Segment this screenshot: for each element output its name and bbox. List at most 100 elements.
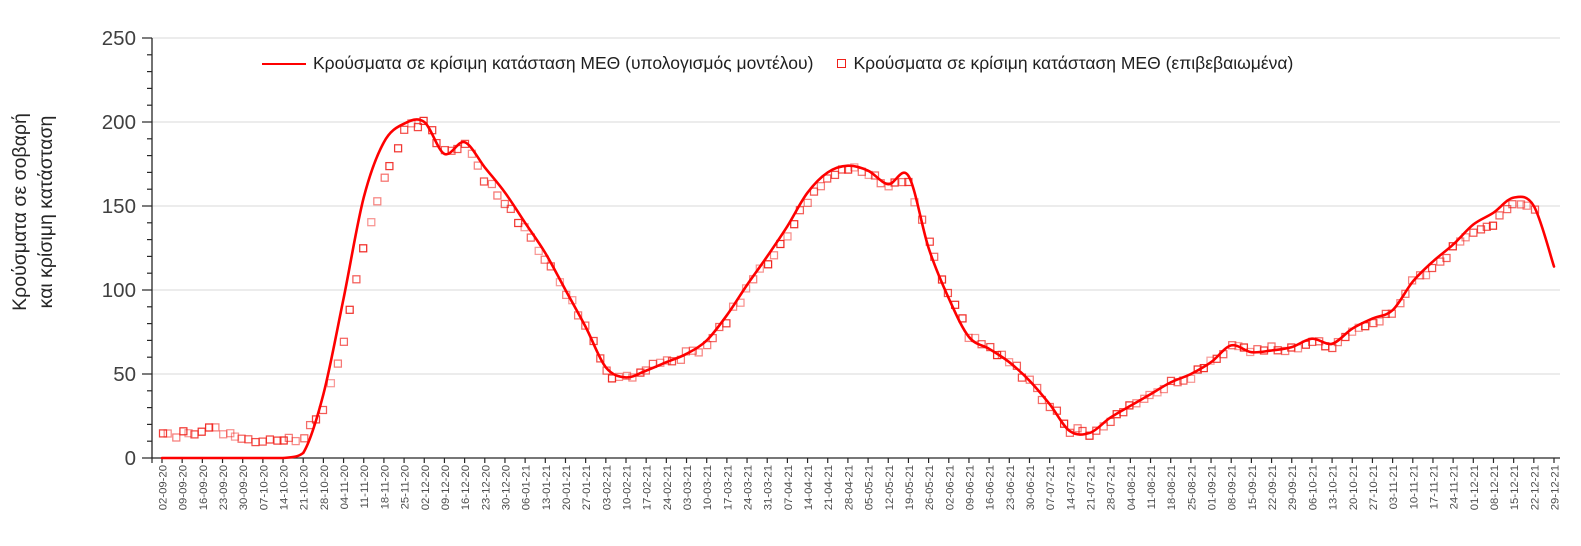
confirmed-marker [694,348,703,357]
x-tick-label-23-12-20: 23-12-20 [480,465,492,510]
x-tick-label-30-09-20: 30-09-20 [238,465,250,510]
legend-label-confirmed: Κρούσματα σε κρίσιμη κατάσταση ΜΕΘ (επιβ… [853,53,1294,73]
confirmed-marker [1073,424,1082,433]
x-tick-label-17-03-21: 17-03-21 [722,465,734,510]
y-tick-label-0: 0 [125,447,136,470]
x-tick-label-13-10-21: 13-10-21 [1328,465,1340,510]
x-tick-label-22-12-21: 22-12-21 [1529,465,1541,510]
x-tick-label-18-08-21: 18-08-21 [1166,465,1178,510]
confirmed-marker [898,177,907,187]
confirmed-marker [1476,225,1486,234]
y-tick-label-250: 250 [102,27,136,50]
confirmed-marker [345,305,354,314]
legend-item-confirmed: Κρούσματα σε κρίσιμη κατάσταση ΜΕΘ (επιβ… [837,53,1293,74]
confirmed-marker [514,218,523,228]
confirmed-marker [487,179,497,189]
confirmed-marker [447,146,456,155]
confirmed-marker [179,427,188,436]
confirmed-marker [284,433,293,443]
y-tick-label-100: 100 [102,279,136,302]
x-tick-label-30-12-20: 30-12-20 [500,465,512,510]
x-tick-label-26-05-21: 26-05-21 [924,465,936,510]
confirmed-marker [1442,253,1451,263]
x-tick-label-10-03-21: 10-03-21 [702,465,714,510]
x-tick-label-21-07-21: 21-07-21 [1086,465,1098,510]
x-tick-label-10-02-21: 10-02-21 [622,465,634,510]
x-tick-label-21-10-20: 21-10-20 [299,465,311,510]
confirmed-marker [534,246,543,256]
x-tick-label-03-11-21: 03-11-21 [1388,465,1400,509]
x-tick-label-23-06-21: 23-06-21 [1005,465,1017,510]
confirmed-marker [1495,211,1504,220]
confirmed-marker [803,198,812,208]
confirmed-marker [237,434,246,443]
x-tick-label-02-06-21: 02-06-21 [944,465,956,510]
confirmed-marker [722,319,731,328]
confirmed-marker [251,437,260,447]
y-axis-title: Κρούσματα σε σοβαρή και κρίσιμη κατάστασ… [7,113,59,311]
x-tick-label-14-07-21: 14-07-21 [1065,465,1077,510]
x-tick-label-21-04-21: 21-04-21 [823,465,835,510]
x-tick-label-15-09-21: 15-09-21 [1247,465,1259,510]
confirmed-marker [964,333,973,343]
confirmed-marker [359,244,368,253]
confirmed-marker [273,436,282,445]
x-tick-label-24-02-21: 24-02-21 [662,465,674,510]
confirmed-marker [596,354,605,363]
x-tick-label-12-05-21: 12-05-21 [884,465,896,510]
x-tick-label-03-03-21: 03-03-21 [682,465,694,510]
x-tick-label-28-04-21: 28-04-21 [843,465,855,510]
confirmed-marker [1025,375,1034,384]
x-tick-label-23-09-20: 23-09-20 [218,465,230,510]
x-tick-label-17-11-21: 17-11-21 [1428,465,1440,509]
x-tick-label-29-09-21: 29-09-21 [1287,465,1299,510]
x-tick-label-09-06-21: 09-06-21 [964,465,976,510]
y-tick-label-150: 150 [102,195,136,218]
confirmed-marker [493,191,502,200]
x-tick-label-11-08-21: 11-08-21 [1146,465,1158,509]
x-tick-label-28-10-20: 28-10-20 [319,465,331,510]
confirmed-marker [479,177,489,186]
confirmed-marker [783,232,792,241]
x-tick-label-24-11-21: 24-11-21 [1449,465,1461,509]
y-axis-title-line1: Κρούσματα σε σοβαρή [9,113,31,311]
confirmed-marker [1369,318,1378,328]
confirmed-marker [172,433,181,442]
x-tick-label-01-09-21: 01-09-21 [1207,465,1219,510]
confirmed-marker [373,197,382,206]
confirmed-marker [258,437,267,446]
x-tick-label-07-07-21: 07-07-21 [1045,465,1057,510]
y-axis-title-line2: και κρίσιμη κατάσταση [35,115,57,309]
x-tick-label-13-01-21: 13-01-21 [541,465,553,510]
confirmed-marker [265,435,275,444]
series-model-line [160,118,1556,460]
confirmed-marker [769,251,779,260]
confirmed-marker [1375,317,1384,326]
x-tick-label-07-04-21: 07-04-21 [783,465,795,510]
x-tick-label-22-09-21: 22-09-21 [1267,465,1279,510]
confirmed-marker [506,204,515,214]
confirmed-marker [1421,271,1431,280]
x-tick-label-27-01-21: 27-01-21 [581,465,593,510]
confirmed-marker [763,260,773,269]
confirmed-marker [1469,228,1478,237]
confirmed-marker [163,429,172,438]
x-tick-label-15-12-21: 15-12-21 [1509,465,1521,510]
x-tick-label-16-12-20: 16-12-20 [460,465,472,510]
x-tick-label-08-09-21: 08-09-21 [1227,465,1239,510]
confirmed-marker [244,435,253,444]
x-tick-label-01-12-21: 01-12-21 [1469,465,1481,510]
legend-line-marker [262,62,306,65]
confirmed-marker [473,161,482,170]
confirmed-marker [1516,200,1526,209]
x-tick-label-30-06-21: 30-06-21 [1025,465,1037,510]
x-tick-label-06-01-21: 06-01-21 [521,465,533,510]
confirmed-marker [823,174,832,183]
confirmed-marker [500,199,509,209]
confirmed-marker [158,429,168,438]
x-tick-label-20-01-21: 20-01-21 [561,465,573,510]
x-tick-label-07-10-20: 07-10-20 [258,465,270,510]
confirmed-marker [226,429,235,438]
confirmed-marker [1033,383,1042,393]
